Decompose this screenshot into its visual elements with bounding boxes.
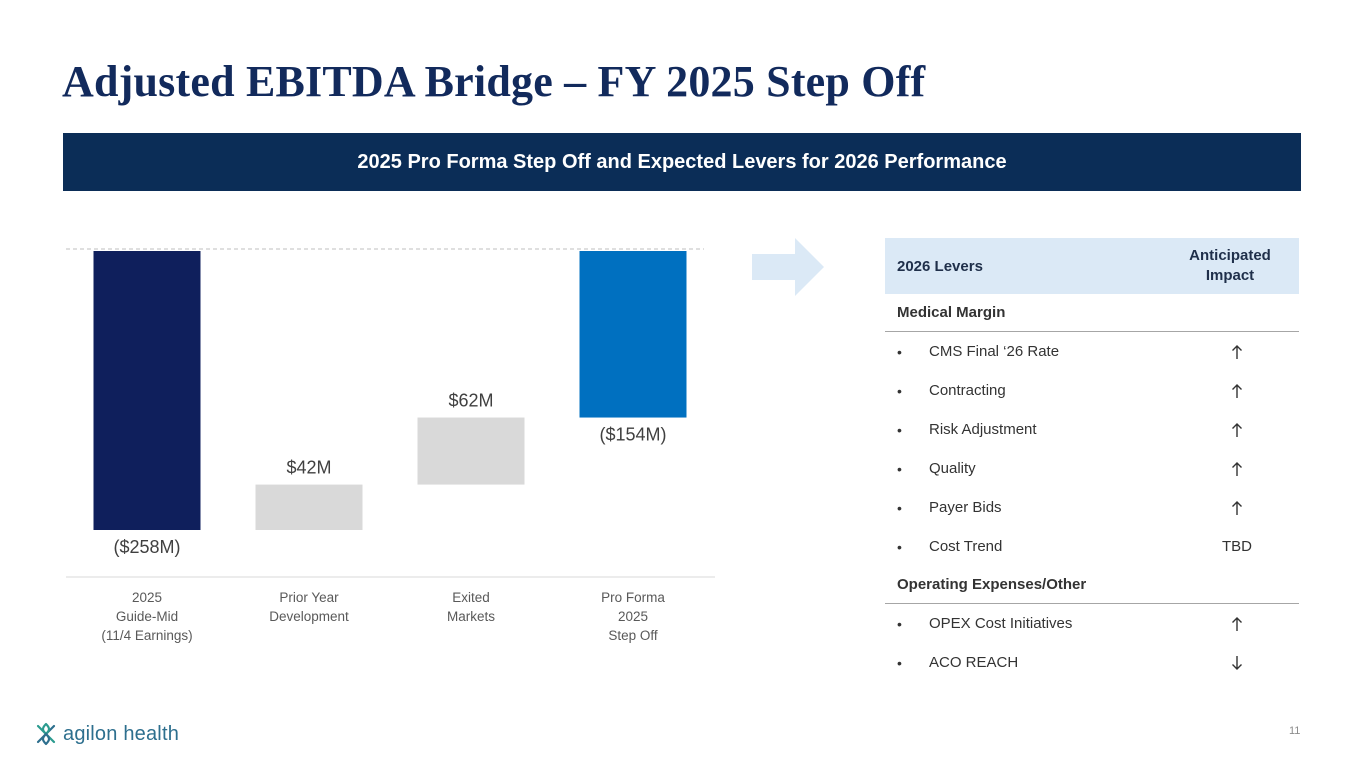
arrow-down-icon xyxy=(1189,654,1299,671)
lever-row: • Cost Trend TBD xyxy=(885,527,1299,566)
lever-label: Cost Trend xyxy=(929,538,1003,555)
lever-label: Risk Adjustment xyxy=(929,421,1037,438)
lever-row: • OPEX Cost Initiatives xyxy=(885,604,1299,643)
lever-label: CMS Final ‘26 Rate xyxy=(929,343,1060,360)
bullet-icon: • xyxy=(897,421,902,438)
lever-row: • Payer Bids xyxy=(885,488,1299,527)
lever-row: • Risk Adjustment xyxy=(885,410,1299,449)
lever-label: Quality xyxy=(929,460,976,477)
bullet-icon: • xyxy=(897,654,902,671)
bullet-icon: • xyxy=(897,538,902,555)
section-banner: 2025 Pro Forma Step Off and Expected Lev… xyxy=(63,133,1301,191)
bullet-icon: • xyxy=(897,382,902,399)
category-label: Pro Forma xyxy=(601,590,665,605)
category-label: 2025 xyxy=(132,590,162,605)
levers-table: 2026 Levers Anticipated Impact Medical M… xyxy=(885,238,1299,682)
arrow-up-icon xyxy=(1189,499,1299,516)
arrow-up-icon xyxy=(1189,343,1299,360)
ebitda-bridge-chart: ($258M) 2025 Guide-Mid (11/4 Earnings) $42M P… xyxy=(66,248,715,643)
agilon-logo-icon xyxy=(36,722,56,746)
bar-1 xyxy=(93,251,201,530)
lever-row: • CMS Final ‘26 Rate xyxy=(885,332,1299,371)
category-label: 2025 xyxy=(618,609,648,624)
bar-3 xyxy=(417,417,525,485)
data-label: ($258M) xyxy=(113,537,180,557)
arrow-up-icon xyxy=(1189,421,1299,438)
impact-column-header: Anticipated Impact xyxy=(1189,247,1271,284)
right-arrow-icon xyxy=(752,238,824,296)
data-label: ($154M) xyxy=(599,425,666,445)
category-label: Exited xyxy=(452,590,490,605)
category-label: Markets xyxy=(447,609,495,624)
category-label: Guide-Mid xyxy=(116,609,178,624)
lever-label: Payer Bids xyxy=(929,499,1002,516)
lever-label: OPEX Cost Initiatives xyxy=(929,615,1073,632)
bullet-icon: • xyxy=(897,460,902,477)
levers-section-header: Medical Margin xyxy=(885,294,1299,332)
bar-2 xyxy=(255,484,363,530)
bullet-icon: • xyxy=(897,343,902,360)
agilon-health-logo: agilon health xyxy=(34,722,179,746)
page-number: 11 xyxy=(1289,725,1301,737)
category-label: Development xyxy=(269,609,349,624)
arrow-up-icon xyxy=(1189,615,1299,632)
data-label: $42M xyxy=(286,458,331,478)
lever-row: • Quality xyxy=(885,449,1299,488)
impact-value: TBD xyxy=(1222,538,1252,555)
bullet-icon: • xyxy=(897,499,902,516)
slide-title: Adjusted EBITDA Bridge – FY 2025 Step Of… xyxy=(62,57,926,106)
levers-section-header: Operating Expenses/Other xyxy=(885,566,1299,604)
lever-row: • ACO REACH xyxy=(885,643,1299,682)
category-label: (11/4 Earnings) xyxy=(101,628,192,643)
lever-row: • Contracting xyxy=(885,371,1299,410)
lever-label: ACO REACH xyxy=(929,654,1019,671)
bullet-icon: • xyxy=(897,615,902,632)
category-label: Step Off xyxy=(608,628,658,643)
arrow-up-icon xyxy=(1189,460,1299,477)
lever-label: Contracting xyxy=(929,382,1006,399)
levers-column-header: 2026 Levers xyxy=(897,257,983,275)
category-label: Prior Year xyxy=(279,590,339,605)
logo-wordmark: agilon health xyxy=(63,722,180,745)
bar-4 xyxy=(579,251,687,418)
arrow-up-icon xyxy=(1189,382,1299,399)
data-label: $62M xyxy=(448,391,493,411)
levers-table-header: 2026 Levers Anticipated Impact xyxy=(885,238,1299,294)
